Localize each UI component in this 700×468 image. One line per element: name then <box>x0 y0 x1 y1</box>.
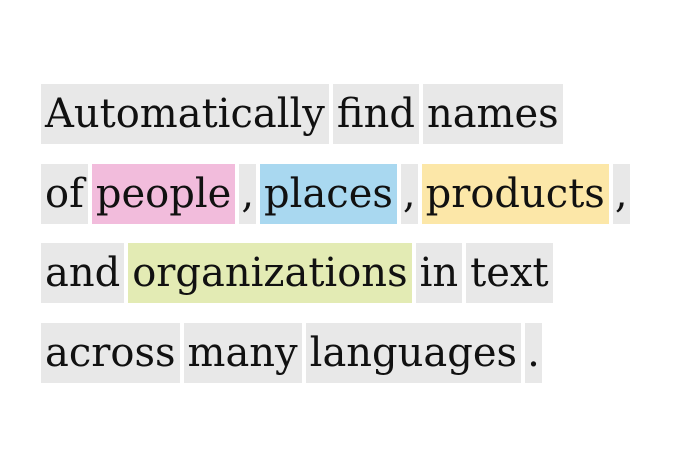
text-line-4: across many languages . <box>41 323 546 383</box>
token-comma: , <box>400 164 418 224</box>
entity-place: places <box>260 164 397 224</box>
token: text <box>466 243 553 303</box>
entity-product: products <box>421 164 609 224</box>
token-period: . <box>525 323 542 383</box>
text-line-2: of people , places , products , <box>41 164 634 224</box>
token: find <box>332 84 419 144</box>
token-comma: , <box>239 164 257 224</box>
entity-person: people <box>91 164 236 224</box>
token: languages <box>305 323 522 383</box>
token: in <box>415 243 463 303</box>
token: across <box>41 323 180 383</box>
entity-organization: organizations <box>128 243 412 303</box>
text-line-1: Automatically find names <box>41 84 567 144</box>
text-line-3: and organizations in text <box>41 243 557 303</box>
token: Automatically <box>41 84 329 144</box>
token: of <box>41 164 88 224</box>
token: and <box>41 243 125 303</box>
token: names <box>422 84 563 144</box>
token: many <box>183 323 302 383</box>
token-comma: , <box>612 164 630 224</box>
